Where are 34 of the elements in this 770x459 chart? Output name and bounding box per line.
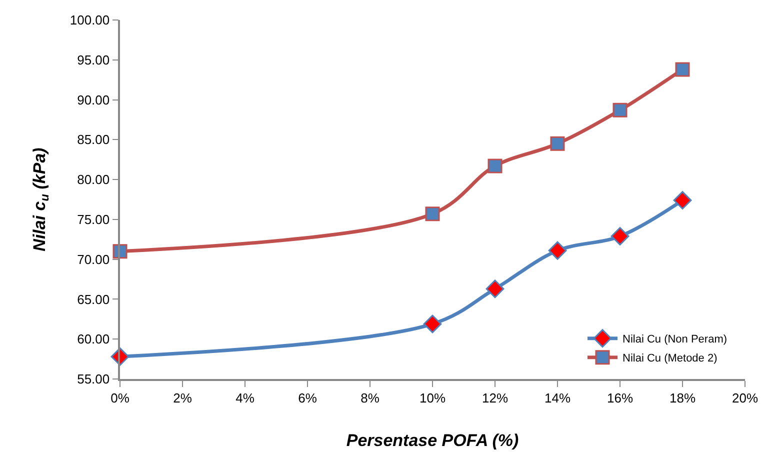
legend-label: Nilai Cu (Metode 2) bbox=[622, 352, 718, 365]
point bbox=[486, 280, 504, 298]
point bbox=[612, 102, 628, 118]
point bbox=[673, 191, 692, 210]
y-tick-label: 60.00 bbox=[77, 332, 110, 347]
point bbox=[550, 136, 565, 151]
x-tick-label: 2% bbox=[173, 390, 192, 406]
y-tick-label: 90.00 bbox=[77, 92, 110, 108]
x-tick-label: 18% bbox=[669, 390, 696, 406]
y-tick-label: 100.00 bbox=[70, 12, 110, 28]
x-tick-label: 12% bbox=[482, 390, 508, 406]
x-tick-label: 6% bbox=[298, 390, 318, 406]
y-tick-label: 70.00 bbox=[77, 252, 110, 267]
x-tick-label: 10% bbox=[419, 390, 446, 406]
point bbox=[548, 241, 567, 260]
y-tick-label: 85.00 bbox=[77, 132, 110, 148]
x-tick-label: 14% bbox=[544, 390, 571, 406]
point bbox=[425, 206, 440, 222]
x-tick-label: 0% bbox=[110, 390, 130, 406]
y-tick-label: 95.00 bbox=[77, 52, 110, 68]
point bbox=[423, 314, 442, 334]
legend-label: Nilai Cu (Non Peram) bbox=[622, 334, 728, 346]
x-axis-title: Persentase POFA (%) bbox=[346, 431, 519, 450]
point bbox=[675, 62, 690, 77]
y-tick-label: 55.00 bbox=[77, 372, 110, 387]
y-tick-label: 65.00 bbox=[77, 292, 110, 307]
point bbox=[610, 227, 630, 246]
point bbox=[488, 158, 502, 174]
y-tick-label: 75.00 bbox=[77, 212, 110, 227]
x-tick-label: 8% bbox=[360, 390, 380, 406]
x-tick-label: 4% bbox=[236, 390, 255, 406]
x-tick-label: 16% bbox=[606, 390, 634, 406]
y-tick-label: 80.00 bbox=[77, 172, 110, 188]
x-tick-label: 20% bbox=[732, 390, 758, 406]
